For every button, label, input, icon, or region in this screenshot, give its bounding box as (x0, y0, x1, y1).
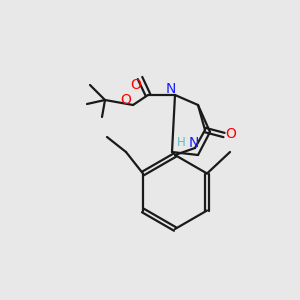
Text: O: O (121, 93, 131, 107)
Text: H: H (177, 136, 186, 149)
Text: N: N (166, 82, 176, 96)
Text: O: O (130, 78, 141, 92)
Text: O: O (226, 127, 236, 141)
Text: N: N (189, 136, 199, 150)
